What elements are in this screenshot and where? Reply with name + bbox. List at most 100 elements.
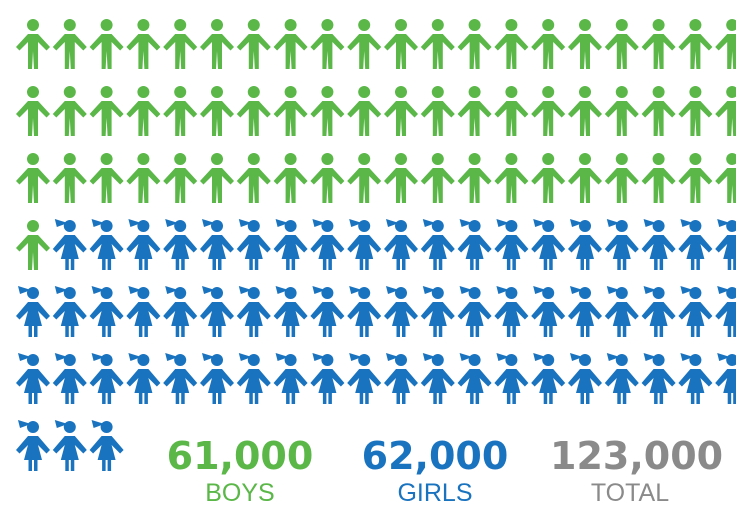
girl-figure-icon bbox=[89, 420, 124, 471]
boy-figure-icon bbox=[163, 153, 198, 203]
boy-figure-icon bbox=[457, 153, 492, 203]
boy-figure-icon bbox=[715, 153, 736, 203]
girl-figure-icon bbox=[531, 219, 566, 270]
girl-figure-icon bbox=[641, 219, 676, 270]
girl-figure-icon bbox=[236, 353, 271, 404]
boy-figure-icon bbox=[200, 19, 234, 69]
boy-figure-icon bbox=[52, 153, 87, 203]
boy-figure-icon bbox=[310, 153, 345, 203]
boy-figure-icon bbox=[715, 86, 736, 136]
girl-figure-icon bbox=[641, 286, 676, 337]
girl-figure-icon bbox=[236, 286, 271, 337]
boy-figure-icon bbox=[126, 153, 161, 203]
boy-figure-icon bbox=[236, 19, 271, 69]
girl-figure-icon bbox=[200, 219, 234, 270]
girl-figure-icon bbox=[236, 219, 271, 270]
boy-figure-icon bbox=[568, 19, 602, 69]
boy-figure-icon bbox=[310, 19, 345, 69]
boy-figure-icon bbox=[641, 19, 676, 69]
girl-figure-icon bbox=[420, 219, 455, 270]
girl-figure-icon bbox=[715, 219, 736, 270]
boy-figure-icon bbox=[420, 86, 455, 136]
total-stat: 123,000 TOTAL bbox=[550, 434, 724, 507]
girl-figure-icon bbox=[384, 219, 418, 270]
boy-figure-icon bbox=[457, 19, 492, 69]
boy-figure-icon bbox=[604, 86, 639, 136]
girl-figure-icon bbox=[604, 353, 639, 404]
boy-figure-icon bbox=[347, 19, 382, 69]
girl-figure-icon bbox=[52, 353, 87, 404]
boy-figure-icon bbox=[420, 153, 455, 203]
girl-figure-icon bbox=[126, 286, 161, 337]
boy-figure-icon bbox=[16, 19, 50, 69]
girl-figure-icon bbox=[568, 219, 602, 270]
boy-figure-icon bbox=[678, 19, 713, 69]
boys-count: 61,000 bbox=[166, 434, 314, 478]
boy-figure-icon bbox=[273, 19, 308, 69]
girl-figure-icon bbox=[52, 219, 87, 270]
boy-figure-icon bbox=[347, 86, 382, 136]
girl-figure-icon bbox=[384, 286, 418, 337]
girl-figure-icon bbox=[310, 219, 345, 270]
boy-figure-icon bbox=[273, 153, 308, 203]
girl-figure-icon bbox=[347, 219, 382, 270]
boy-figure-icon bbox=[126, 86, 161, 136]
girl-figure-icon bbox=[604, 286, 639, 337]
girl-figure-icon bbox=[200, 353, 234, 404]
girl-figure-icon bbox=[347, 286, 382, 337]
girl-figure-icon bbox=[16, 286, 50, 337]
girl-figure-icon bbox=[604, 219, 639, 270]
boy-figure-icon bbox=[494, 86, 529, 136]
girl-figure-icon bbox=[273, 286, 308, 337]
total-count: 123,000 bbox=[550, 434, 724, 478]
girl-figure-icon bbox=[531, 286, 566, 337]
boy-figure-icon bbox=[641, 153, 676, 203]
boy-figure-icon bbox=[273, 86, 308, 136]
girl-figure-icon bbox=[126, 219, 161, 270]
boy-figure-icon bbox=[531, 19, 566, 69]
boy-figure-icon bbox=[16, 86, 50, 136]
girls-label: GIRLS bbox=[397, 479, 473, 507]
boy-figure-icon bbox=[89, 153, 124, 203]
girl-figure-icon bbox=[163, 286, 198, 337]
girl-figure-icon bbox=[200, 286, 234, 337]
girl-figure-icon bbox=[678, 286, 713, 337]
girl-figure-icon bbox=[457, 219, 492, 270]
boy-figure-icon bbox=[384, 19, 418, 69]
girl-figure-icon bbox=[89, 286, 124, 337]
girl-figure-icon bbox=[494, 353, 529, 404]
girl-figure-icon bbox=[457, 353, 492, 404]
girl-figure-icon bbox=[457, 286, 492, 337]
boy-figure-icon bbox=[16, 220, 50, 270]
girl-figure-icon bbox=[163, 219, 198, 270]
boys-label: BOYS bbox=[205, 479, 275, 507]
boy-figure-icon bbox=[310, 86, 345, 136]
boy-figure-icon bbox=[420, 19, 455, 69]
girl-figure-icon bbox=[273, 353, 308, 404]
boy-figure-icon bbox=[678, 153, 713, 203]
total-label: TOTAL bbox=[590, 479, 670, 507]
boy-figure-icon bbox=[531, 153, 566, 203]
boy-figure-icon bbox=[200, 86, 234, 136]
girls-count: 62,000 bbox=[361, 434, 509, 478]
girl-figure-icon bbox=[384, 353, 418, 404]
boy-figure-icon bbox=[457, 86, 492, 136]
boy-figure-icon bbox=[568, 153, 602, 203]
girl-figure-icon bbox=[420, 353, 455, 404]
girl-figure-icon bbox=[347, 353, 382, 404]
girl-figure-icon bbox=[89, 219, 124, 270]
boy-figure-icon bbox=[531, 86, 566, 136]
girl-figure-icon bbox=[715, 353, 736, 404]
boy-figure-icon bbox=[200, 153, 234, 203]
boy-figure-icon bbox=[494, 153, 529, 203]
boy-figure-icon bbox=[678, 86, 713, 136]
boy-figure-icon bbox=[52, 86, 87, 136]
boy-figure-icon bbox=[16, 153, 50, 203]
boy-figure-icon bbox=[163, 86, 198, 136]
boy-figure-icon bbox=[163, 19, 198, 69]
girl-figure-icon bbox=[568, 353, 602, 404]
girl-figure-icon bbox=[420, 286, 455, 337]
girl-figure-icon bbox=[16, 420, 50, 471]
boy-figure-icon bbox=[494, 19, 529, 69]
